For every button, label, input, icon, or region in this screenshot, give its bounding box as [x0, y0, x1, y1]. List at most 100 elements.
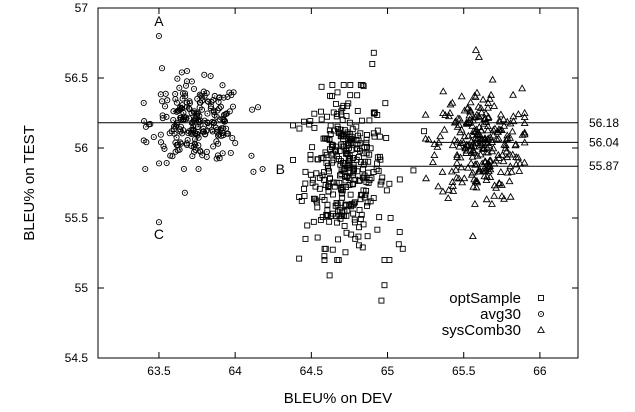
circle-point [174, 107, 181, 114]
square-point [357, 196, 364, 203]
square-point [307, 156, 314, 163]
triangle-point [458, 178, 467, 186]
square-point [348, 231, 355, 238]
square-point [310, 218, 317, 225]
square-point [330, 150, 337, 157]
triangle-point [482, 195, 491, 203]
triangle-point [485, 94, 494, 102]
square-point [313, 197, 320, 204]
circle-point [213, 155, 220, 162]
square-point [345, 155, 352, 162]
triangle-point [489, 131, 498, 139]
square-point [364, 143, 370, 150]
circle-point [196, 147, 204, 154]
square-point [383, 135, 390, 141]
triangle-point [514, 153, 523, 161]
circle-point [156, 160, 163, 167]
circle-point [176, 84, 183, 91]
square-point [302, 168, 309, 175]
triangle-point [464, 140, 473, 148]
square-point [370, 195, 377, 201]
triangle-point [447, 167, 456, 175]
triangle-point [448, 98, 457, 106]
square-point [351, 199, 358, 206]
triangle-point [478, 159, 487, 167]
triangle-point [471, 45, 480, 53]
triangle-point [474, 128, 483, 136]
square-point [334, 89, 341, 96]
circle-point [227, 149, 234, 156]
circle-point [215, 140, 222, 147]
triangle-point [456, 153, 465, 161]
circle-point [189, 119, 196, 126]
triangle-point [436, 132, 445, 140]
reference-value-label: 55.87 [589, 159, 619, 173]
square-point [374, 226, 381, 233]
circle-point [259, 165, 266, 173]
square-point [347, 82, 354, 88]
square-point [399, 245, 406, 252]
square-point [346, 182, 353, 188]
x-tick-label: 64.5 [300, 364, 324, 378]
triangle-point [457, 92, 466, 100]
square-point [327, 146, 333, 153]
triangle-point [520, 130, 529, 138]
circle-point [178, 69, 185, 76]
square-point [318, 116, 325, 123]
triangle-point [482, 148, 491, 156]
triangle-point [485, 156, 494, 164]
legend-circle-icon [537, 310, 545, 318]
triangle-point [520, 119, 529, 127]
square-point [343, 184, 349, 190]
circle-point [225, 130, 232, 137]
square-point [324, 165, 331, 172]
triangle-point [488, 75, 497, 83]
triangle-point [475, 142, 484, 150]
triangle-point [452, 173, 461, 181]
square-point [321, 169, 327, 176]
square-point [387, 215, 394, 221]
triangle-point [476, 103, 485, 111]
circle-point [184, 67, 191, 75]
square-point [342, 249, 349, 256]
triangle-point [506, 162, 515, 170]
triangle-point [467, 141, 476, 149]
circle-point [158, 65, 166, 72]
triangle-point [499, 115, 508, 123]
square-point [337, 126, 344, 133]
square-point [296, 125, 303, 132]
square-point [363, 136, 370, 143]
square-point [366, 151, 373, 158]
square-point [334, 257, 341, 263]
square-point [347, 191, 354, 198]
square-point [369, 61, 376, 67]
square-point [318, 83, 325, 90]
square-point [307, 171, 314, 178]
square-point [330, 109, 337, 116]
triangle-point [464, 117, 473, 125]
square-point [318, 154, 325, 161]
square-point [312, 183, 319, 190]
circle-point [211, 92, 218, 100]
triangle-point [496, 168, 505, 175]
square-point [322, 149, 329, 156]
triangle-point [520, 138, 529, 146]
triangle-point [471, 113, 480, 120]
annotation-label: B [276, 161, 285, 177]
square-point [378, 297, 385, 304]
circle-point [140, 99, 147, 107]
square-point [347, 92, 354, 99]
triangle-point [430, 151, 439, 158]
triangle-point [505, 150, 514, 158]
square-point [383, 187, 390, 194]
square-point [311, 195, 318, 202]
square-point [355, 177, 362, 184]
square-point [346, 119, 353, 126]
triangle-point [482, 176, 491, 184]
circle-point [210, 143, 217, 150]
triangle-point [518, 84, 527, 92]
circle-point [167, 152, 174, 159]
circle-point [174, 75, 181, 82]
triangle-point [450, 135, 459, 143]
circle-point [203, 148, 210, 155]
